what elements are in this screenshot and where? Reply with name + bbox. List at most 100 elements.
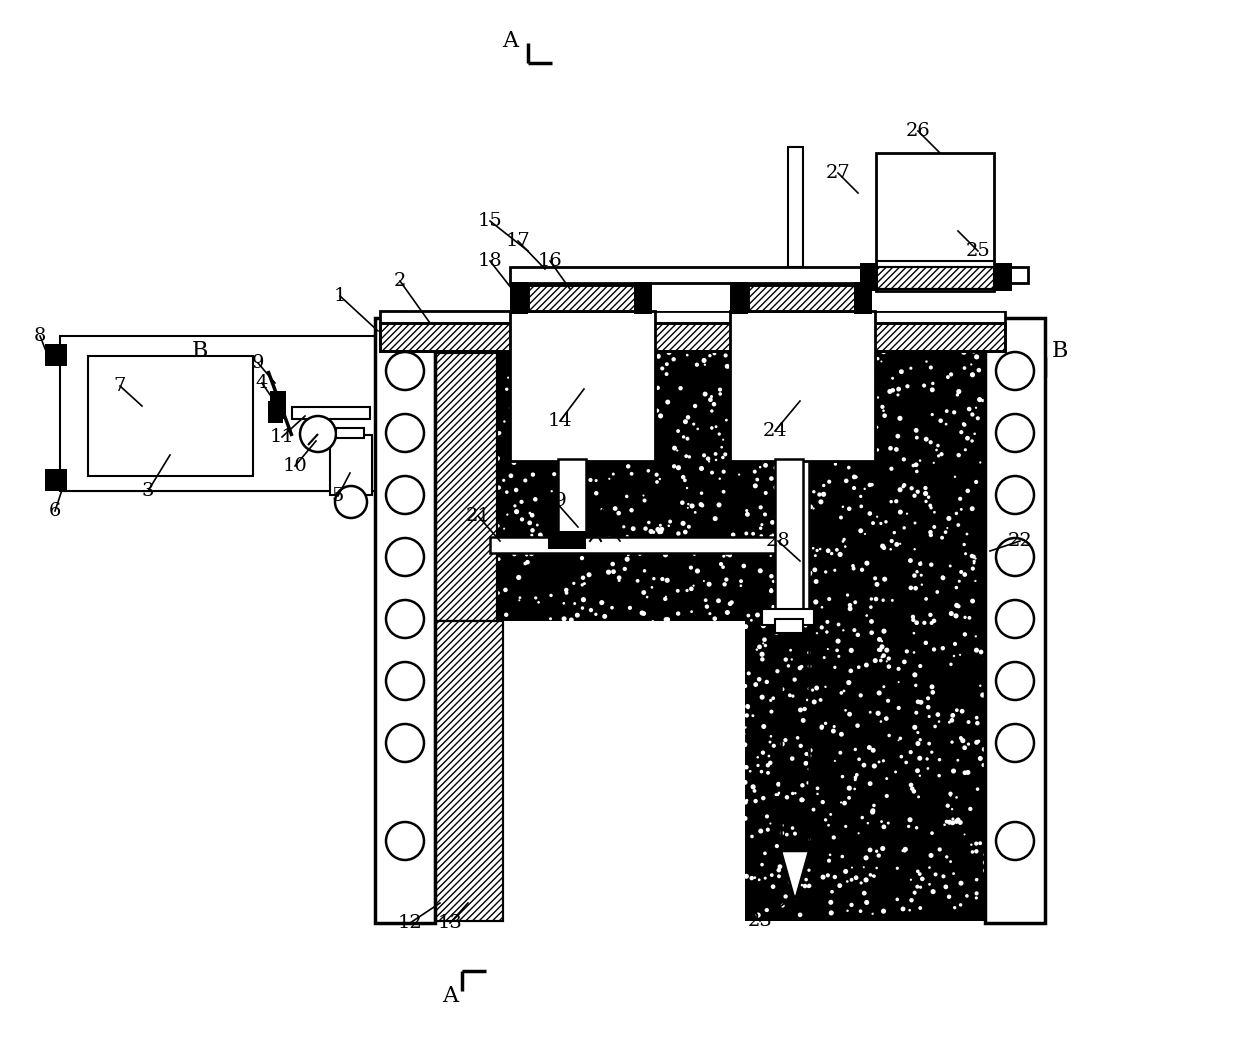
Point <box>844 479 864 496</box>
Point <box>560 842 580 859</box>
Point <box>532 529 552 545</box>
Point <box>694 447 714 463</box>
Point <box>520 859 539 875</box>
Point <box>900 744 920 761</box>
Point <box>874 403 894 419</box>
Point <box>977 725 997 742</box>
Point <box>687 905 707 922</box>
Point <box>666 620 686 637</box>
Point <box>941 366 961 383</box>
Point <box>428 517 448 534</box>
Point <box>836 382 856 398</box>
Point <box>735 774 755 790</box>
Point <box>955 826 975 843</box>
Point <box>668 459 688 476</box>
Point <box>552 411 572 428</box>
Point <box>630 545 650 562</box>
Point <box>572 838 591 854</box>
Point <box>713 559 733 576</box>
Point <box>831 509 851 526</box>
Point <box>932 640 952 657</box>
Point <box>635 492 655 509</box>
Point <box>668 841 688 858</box>
Point <box>618 721 637 738</box>
Point <box>469 382 489 398</box>
Point <box>968 410 988 427</box>
Point <box>827 642 847 659</box>
Point <box>448 583 467 600</box>
Point <box>918 750 937 767</box>
Point <box>444 491 464 508</box>
Point <box>407 901 427 918</box>
Point <box>873 840 893 857</box>
Point <box>637 825 657 842</box>
Point <box>797 692 817 708</box>
Point <box>825 353 844 370</box>
Point <box>401 637 420 654</box>
Point <box>641 523 661 540</box>
Point <box>440 499 460 516</box>
Point <box>687 806 707 823</box>
Point <box>901 480 921 497</box>
Point <box>460 431 480 448</box>
Point <box>724 836 744 852</box>
Polygon shape <box>781 851 808 901</box>
Point <box>890 410 910 427</box>
Point <box>805 694 825 710</box>
Point <box>577 639 596 656</box>
Point <box>518 625 538 642</box>
Point <box>816 715 836 731</box>
Point <box>908 483 928 500</box>
Point <box>920 606 940 623</box>
Point <box>750 499 770 516</box>
Point <box>966 550 986 566</box>
Point <box>954 344 973 360</box>
Point <box>608 829 627 846</box>
Point <box>692 485 712 501</box>
Text: 3: 3 <box>141 482 154 500</box>
Point <box>470 467 490 483</box>
Point <box>866 653 885 669</box>
Point <box>847 766 867 783</box>
Point <box>906 456 926 473</box>
Point <box>787 729 807 746</box>
Point <box>866 570 885 586</box>
Point <box>521 756 541 772</box>
Point <box>842 642 862 659</box>
Point <box>642 744 662 761</box>
Point <box>856 871 875 888</box>
Point <box>417 702 436 719</box>
Point <box>448 880 467 897</box>
Point <box>467 494 487 511</box>
Circle shape <box>996 600 1034 638</box>
Point <box>985 427 1004 444</box>
Point <box>980 691 999 707</box>
Point <box>487 729 507 746</box>
Point <box>527 541 547 558</box>
Point <box>620 655 640 672</box>
Point <box>434 656 454 673</box>
Point <box>880 541 900 558</box>
Point <box>608 769 627 786</box>
Point <box>403 529 423 545</box>
Point <box>590 622 610 639</box>
Point <box>717 547 737 563</box>
Point <box>554 779 574 796</box>
Point <box>773 898 792 914</box>
Point <box>565 903 585 920</box>
Point <box>541 358 560 375</box>
Point <box>520 514 539 531</box>
Point <box>445 460 465 477</box>
Point <box>782 442 802 459</box>
Point <box>764 527 784 543</box>
Point <box>587 605 606 622</box>
Point <box>796 745 816 762</box>
Point <box>916 591 936 607</box>
Point <box>393 362 413 378</box>
Point <box>883 382 903 398</box>
Point <box>386 750 405 767</box>
Point <box>425 441 445 458</box>
Point <box>910 658 930 675</box>
Point <box>717 358 737 375</box>
Point <box>715 347 735 364</box>
